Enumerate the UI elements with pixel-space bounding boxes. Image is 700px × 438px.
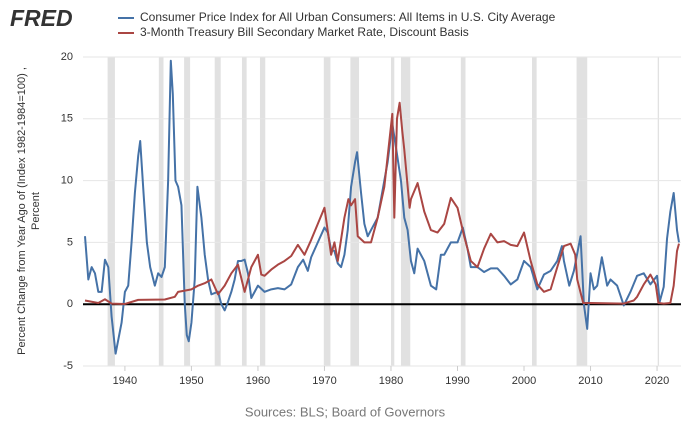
series-line bbox=[84, 59, 680, 355]
recession-bar bbox=[184, 57, 191, 366]
recession-bar bbox=[400, 57, 411, 366]
x-tick-label: 1990 bbox=[445, 375, 469, 387]
x-tick-label: 1940 bbox=[113, 375, 137, 387]
recession-bar bbox=[657, 57, 660, 366]
recession-bar bbox=[107, 57, 115, 366]
recession-bar bbox=[323, 57, 331, 366]
legend-label: Consumer Price Index for All Urban Consu… bbox=[140, 10, 556, 24]
recession-bar bbox=[390, 57, 395, 366]
recession-bar bbox=[460, 57, 466, 366]
logo: FRED bbox=[10, 5, 73, 31]
x-tick-label: 1960 bbox=[246, 375, 270, 387]
recession-bar bbox=[531, 57, 537, 366]
series-line bbox=[84, 101, 680, 305]
recession-bar bbox=[158, 57, 164, 366]
y-tick-label: 15 bbox=[61, 113, 73, 125]
y-tick-label: -5 bbox=[63, 360, 73, 372]
x-tick-label: 2000 bbox=[512, 375, 536, 387]
x-tick-label: 1980 bbox=[379, 375, 403, 387]
y-tick-label: 20 bbox=[61, 51, 73, 63]
recession-bar bbox=[259, 57, 266, 366]
x-tick-label: 2010 bbox=[578, 375, 602, 387]
recession-bar bbox=[214, 57, 221, 366]
legend-label: 3-Month Treasury Bill Secondary Market R… bbox=[140, 25, 469, 39]
x-tick-label: 1970 bbox=[312, 375, 336, 387]
recession-bar bbox=[241, 57, 247, 366]
x-tick-label: 1950 bbox=[179, 375, 203, 387]
recession-bar bbox=[576, 57, 588, 366]
recession-bar bbox=[350, 57, 360, 366]
y-axis-label: Percent Change from Year Ago of (Index 1… bbox=[16, 67, 28, 355]
y-axis-label: Percent bbox=[30, 192, 42, 230]
y-tick-label: 5 bbox=[67, 236, 73, 248]
y-tick-label: 10 bbox=[61, 175, 73, 187]
y-tick-label: 0 bbox=[67, 298, 73, 310]
x-tick-label: 2020 bbox=[645, 375, 669, 387]
source: Sources: BLS; Board of Governors bbox=[245, 404, 446, 419]
